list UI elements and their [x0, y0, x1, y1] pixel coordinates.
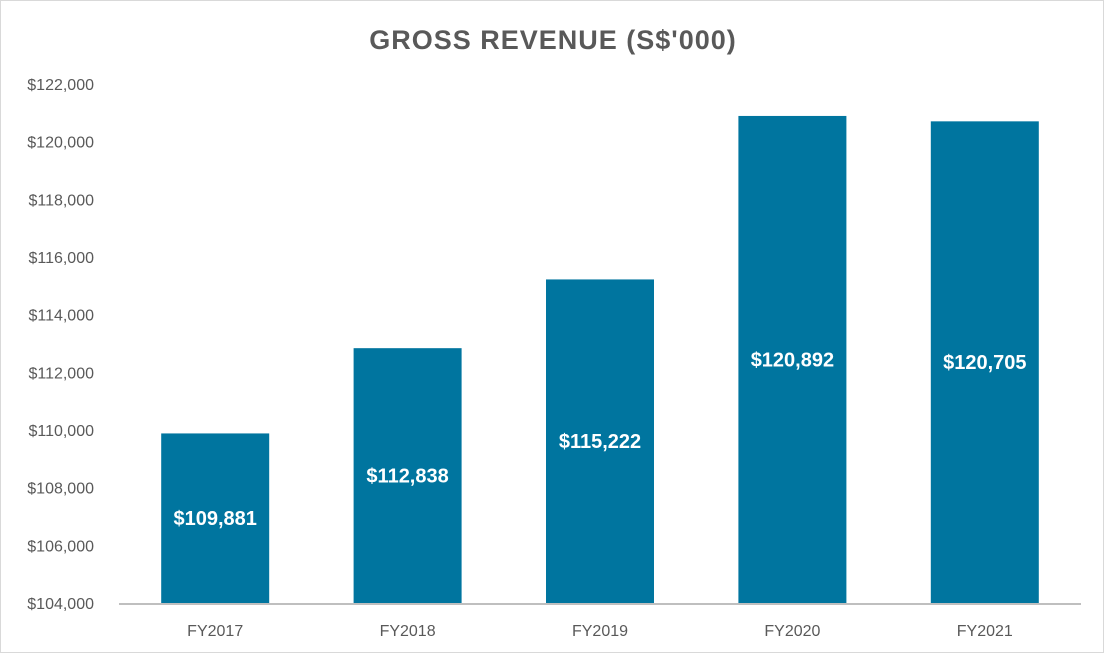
- y-tick-label: $104,000: [27, 596, 94, 613]
- x-tick-label: FY2017: [187, 623, 243, 640]
- x-tick-label: FY2020: [764, 623, 820, 640]
- bar-fy2017: [161, 433, 270, 603]
- bar-data-label: $120,705: [943, 352, 1026, 374]
- bar-fy2020: [738, 115, 847, 604]
- bar-fy2018: [353, 348, 462, 603]
- y-tick-label: $122,000: [27, 77, 94, 94]
- bar-data-label: $120,892: [751, 349, 834, 371]
- y-tick-label: $108,000: [27, 481, 94, 498]
- bar-data-label: $109,881: [173, 508, 256, 530]
- bar-fy2021: [930, 121, 1039, 603]
- bars: [161, 115, 1039, 604]
- y-tick-label: $116,000: [28, 250, 94, 267]
- y-axis-labels: $104,000 $106,000 $108,000 $110,000 $112,000…: [27, 77, 94, 613]
- x-tick-label: FY2019: [572, 623, 628, 640]
- bar-fy2019: [546, 279, 654, 603]
- y-tick-label: $110,000: [28, 423, 94, 440]
- x-tick-label: FY2021: [957, 623, 1013, 640]
- x-tick-label: FY2018: [380, 623, 436, 640]
- y-tick-label: $112,000: [28, 365, 94, 382]
- bar-data-label: $112,838: [366, 466, 448, 488]
- bar-data-labels: $109,881 $112,838 $115,222 $120,892 $120,705: [173, 349, 1026, 530]
- y-tick-label: $106,000: [27, 538, 94, 555]
- bar-data-label: $115,222: [559, 431, 641, 453]
- chart-title: GROSS REVENUE (S$'000): [369, 25, 737, 55]
- y-tick-label: $114,000: [28, 308, 94, 325]
- y-tick-label: $118,000: [28, 192, 94, 209]
- y-tick-label: $120,000: [27, 135, 94, 152]
- x-axis-labels: FY2017 FY2018 FY2019 FY2020 FY2021: [187, 623, 1013, 640]
